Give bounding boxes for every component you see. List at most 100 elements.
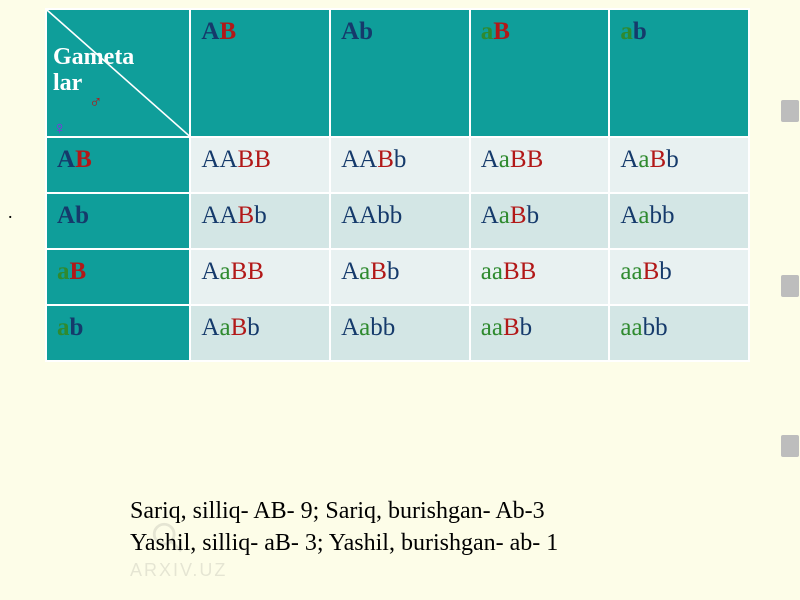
genotype-cell: AaBB: [190, 249, 330, 305]
allele-letter: b: [70, 314, 84, 341]
allele-letter: A: [341, 146, 359, 173]
allele-letter: B: [520, 258, 537, 285]
row-header: Ab: [46, 193, 190, 249]
allele-letter: B: [254, 146, 271, 173]
allele-letter: a: [481, 314, 492, 341]
allele-letter: B: [503, 314, 520, 341]
allele-letter: a: [219, 258, 230, 285]
table-row: ab AaBb Aabb aaBb aabb: [46, 305, 749, 361]
allele-letter: a: [481, 18, 494, 45]
female-symbol-icon: ♀: [53, 118, 67, 139]
genotype-cell: AABb: [190, 193, 330, 249]
corner-label: Gametalar: [53, 44, 134, 97]
allele-letter: A: [219, 146, 237, 173]
allele-letter: a: [620, 258, 631, 285]
row-header: ab: [46, 305, 190, 361]
allele-letter: B: [510, 146, 527, 173]
allele-letter: A: [57, 146, 75, 173]
allele-letter: A: [219, 202, 237, 229]
allele-letter: b: [394, 146, 407, 173]
allele-letter: A: [341, 202, 359, 229]
allele-letter: A: [359, 202, 377, 229]
punnett-table-container: Gametalar ♂ ♀ AB Ab aB ab AB AABB AABb A…: [45, 8, 750, 362]
page-background: . ARXIV.UZ ARXIV.UZ ARXIV.UZ Gametalar ♂…: [0, 0, 800, 600]
table-row: aB AaBB AaBb aaBB aaBb: [46, 249, 749, 305]
genotype-cell: AaBb: [609, 137, 749, 193]
allele-letter: B: [643, 258, 660, 285]
table-header-row: Gametalar ♂ ♀ AB Ab aB ab: [46, 9, 749, 137]
allele-letter: A: [201, 258, 219, 285]
genotype-cell: Aabb: [609, 193, 749, 249]
allele-letter: A: [201, 314, 219, 341]
phenotype-ratio-caption: Sariq, silliq- AB- 9; Sariq, burishgan- …: [130, 495, 558, 560]
allele-letter: a: [631, 314, 642, 341]
genotype-cell: AaBb: [190, 305, 330, 361]
col-header: ab: [609, 9, 749, 137]
allele-letter: B: [231, 314, 248, 341]
allele-letter: a: [359, 258, 370, 285]
allele-letter: b: [254, 202, 267, 229]
allele-letter: A: [201, 146, 219, 173]
allele-letter: B: [503, 258, 520, 285]
scrollbar-thumb[interactable]: [781, 275, 799, 297]
genotype-cell: AaBb: [330, 249, 470, 305]
allele-letter: B: [510, 202, 527, 229]
corner-cell: Gametalar ♂ ♀: [46, 9, 190, 137]
allele-letter: A: [57, 202, 75, 229]
genotype-cell: aaBb: [470, 305, 610, 361]
allele-letter: a: [481, 258, 492, 285]
allele-letter: a: [359, 314, 370, 341]
allele-letter: A: [620, 146, 638, 173]
table-row: AB AABB AABb AaBB AaBb: [46, 137, 749, 193]
allele-letter: b: [650, 202, 663, 229]
allele-letter: a: [638, 146, 649, 173]
allele-letter: B: [231, 258, 248, 285]
allele-letter: A: [341, 18, 359, 45]
allele-letter: B: [238, 202, 255, 229]
punnett-square-table: Gametalar ♂ ♀ AB Ab aB ab AB AABB AABb A…: [45, 8, 750, 362]
allele-letter: B: [219, 18, 236, 45]
allele-letter: a: [620, 18, 633, 45]
allele-letter: a: [492, 258, 503, 285]
allele-letter: b: [520, 314, 533, 341]
genotype-cell: AAbb: [330, 193, 470, 249]
allele-letter: B: [493, 18, 510, 45]
allele-letter: b: [662, 202, 675, 229]
row-header: aB: [46, 249, 190, 305]
allele-letter: a: [57, 314, 70, 341]
allele-letter: B: [70, 258, 87, 285]
allele-letter: A: [481, 146, 499, 173]
allele-letter: A: [201, 18, 219, 45]
genotype-cell: aabb: [609, 305, 749, 361]
genotype-cell: AABb: [330, 137, 470, 193]
scrollbar-thumb[interactable]: [781, 100, 799, 122]
caption-line: Yashil, silliq- aB- 3; Yashil, burishgan…: [130, 527, 558, 559]
allele-letter: b: [659, 258, 672, 285]
allele-letter: a: [499, 202, 510, 229]
allele-letter: B: [238, 146, 255, 173]
allele-letter: b: [247, 314, 260, 341]
allele-letter: b: [370, 314, 383, 341]
caption-line: Sariq, silliq- AB- 9; Sariq, burishgan- …: [130, 495, 558, 527]
genotype-cell: AaBB: [470, 137, 610, 193]
allele-letter: b: [383, 314, 396, 341]
scrollbar-thumb[interactable]: [781, 435, 799, 457]
stray-dot: .: [8, 202, 13, 223]
allele-letter: A: [201, 202, 219, 229]
allele-letter: B: [370, 258, 387, 285]
allele-letter: B: [75, 146, 92, 173]
allele-letter: B: [650, 146, 667, 173]
allele-letter: B: [247, 258, 264, 285]
allele-letter: a: [219, 314, 230, 341]
genotype-cell: aaBB: [470, 249, 610, 305]
allele-letter: b: [633, 18, 647, 45]
allele-letter: B: [377, 146, 394, 173]
allele-letter: A: [341, 258, 359, 285]
male-symbol-icon: ♂: [89, 92, 103, 113]
allele-letter: b: [359, 18, 373, 45]
allele-letter: A: [341, 314, 359, 341]
table-row: Ab AABb AAbb AaBb Aabb: [46, 193, 749, 249]
allele-letter: b: [390, 202, 403, 229]
allele-letter: a: [631, 258, 642, 285]
allele-letter: B: [527, 146, 544, 173]
